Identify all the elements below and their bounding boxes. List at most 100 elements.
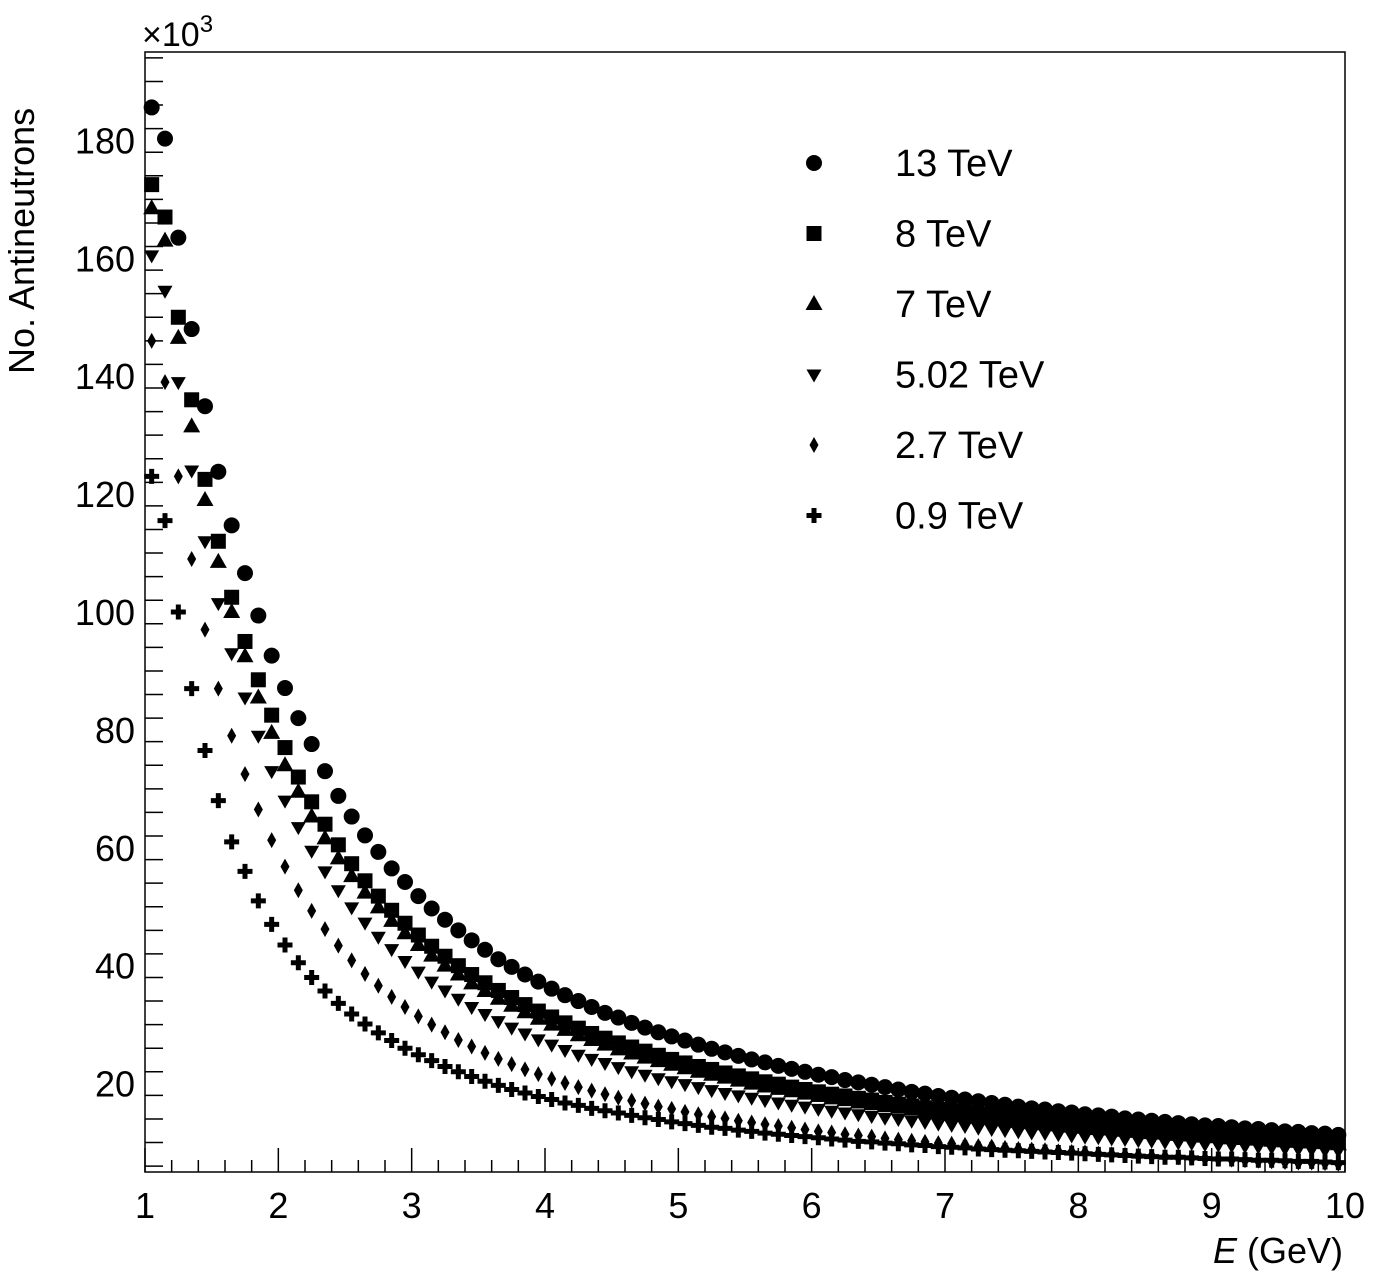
data-point <box>440 1024 450 1041</box>
data-point <box>667 1100 677 1117</box>
data-point <box>680 1103 690 1120</box>
data-point <box>800 1121 810 1138</box>
data-point <box>610 1035 626 1051</box>
data-point <box>877 1112 893 1126</box>
x-tick-label: 9 <box>1202 1185 1222 1226</box>
x-tick-label: 1 <box>135 1185 155 1226</box>
data-point <box>477 1073 493 1089</box>
data-point <box>850 1109 866 1123</box>
data-point <box>1050 1103 1067 1120</box>
data-point <box>1253 1152 1263 1169</box>
data-point <box>1290 1123 1307 1140</box>
data-point <box>397 1040 413 1056</box>
data-point <box>770 1057 787 1074</box>
data-point <box>610 1009 627 1026</box>
data-point <box>1173 1149 1183 1166</box>
legend-item: 2.7 TeV <box>809 425 1024 467</box>
data-point <box>387 988 397 1005</box>
data-point <box>144 468 160 484</box>
data-point <box>530 1034 546 1048</box>
y-tick-label: 120 <box>75 474 135 515</box>
data-point <box>757 1125 773 1141</box>
data-point <box>717 1120 733 1136</box>
data-point <box>944 1103 960 1119</box>
data-point <box>1333 1155 1343 1172</box>
data-point <box>1320 1155 1330 1172</box>
data-point <box>360 965 370 982</box>
data-point <box>533 1066 543 1083</box>
legend-marker <box>809 437 819 453</box>
legend-marker <box>806 369 822 383</box>
data-point <box>957 1121 973 1135</box>
data-point <box>757 1095 773 1109</box>
data-point <box>184 392 200 408</box>
data-point <box>464 1001 480 1015</box>
data-point <box>1067 1143 1077 1160</box>
data-point <box>1293 1154 1303 1171</box>
data-point <box>227 727 237 744</box>
data-point <box>1200 1150 1210 1167</box>
data-point <box>344 856 360 872</box>
data-point <box>397 915 413 931</box>
data-point <box>690 1036 707 1053</box>
data-point <box>170 377 186 391</box>
legend-item: 13 TeV <box>806 143 1013 185</box>
data-point <box>290 822 306 836</box>
data-point <box>784 1099 800 1113</box>
data-point <box>973 1138 983 1155</box>
data-point <box>984 1123 1000 1137</box>
data-point <box>677 1116 693 1132</box>
data-point <box>690 1082 706 1096</box>
data-point <box>370 888 386 904</box>
data-point <box>197 536 213 550</box>
data-point <box>707 1108 717 1125</box>
data-point <box>1263 1122 1280 1139</box>
data-point <box>437 1058 453 1074</box>
data-point <box>157 130 173 147</box>
data-point <box>1024 1112 1040 1128</box>
data-point <box>410 888 427 905</box>
data-point <box>770 1076 786 1092</box>
data-point <box>143 99 160 116</box>
data-point <box>504 1081 520 1097</box>
data-point <box>570 1020 586 1036</box>
data-point <box>520 1061 530 1078</box>
data-point <box>1143 1112 1160 1129</box>
data-point <box>690 1117 706 1133</box>
data-point <box>1277 1123 1293 1140</box>
data-point <box>770 1126 786 1142</box>
data-point <box>344 902 360 916</box>
data-point <box>503 958 520 975</box>
data-point <box>410 927 426 943</box>
data-point <box>277 795 293 809</box>
data-point <box>290 769 306 785</box>
data-point <box>317 983 333 999</box>
data-point <box>810 1066 827 1083</box>
data-point <box>744 1071 760 1087</box>
data-point <box>597 1057 613 1071</box>
data-point <box>370 1025 386 1041</box>
data-point <box>890 1113 906 1127</box>
data-point <box>210 793 226 809</box>
data-point <box>223 517 240 534</box>
data-point <box>930 1118 946 1132</box>
data-point <box>173 468 183 485</box>
y-axis-label: No. Antineutrons <box>1 108 42 374</box>
data-point <box>770 1097 786 1111</box>
data-point <box>730 1068 746 1084</box>
data-point <box>530 1089 546 1105</box>
data-point <box>333 937 343 954</box>
data-point <box>304 969 320 985</box>
data-point <box>1010 1110 1026 1126</box>
data-point <box>413 1008 423 1025</box>
data-point <box>823 1069 840 1086</box>
data-point <box>209 552 227 568</box>
data-point <box>293 882 303 899</box>
data-point <box>677 1055 693 1071</box>
data-point <box>357 917 373 931</box>
data-point <box>583 998 600 1015</box>
data-point <box>490 982 506 998</box>
data-point <box>237 565 253 582</box>
data-point <box>824 1086 840 1102</box>
data-point <box>877 1079 893 1096</box>
